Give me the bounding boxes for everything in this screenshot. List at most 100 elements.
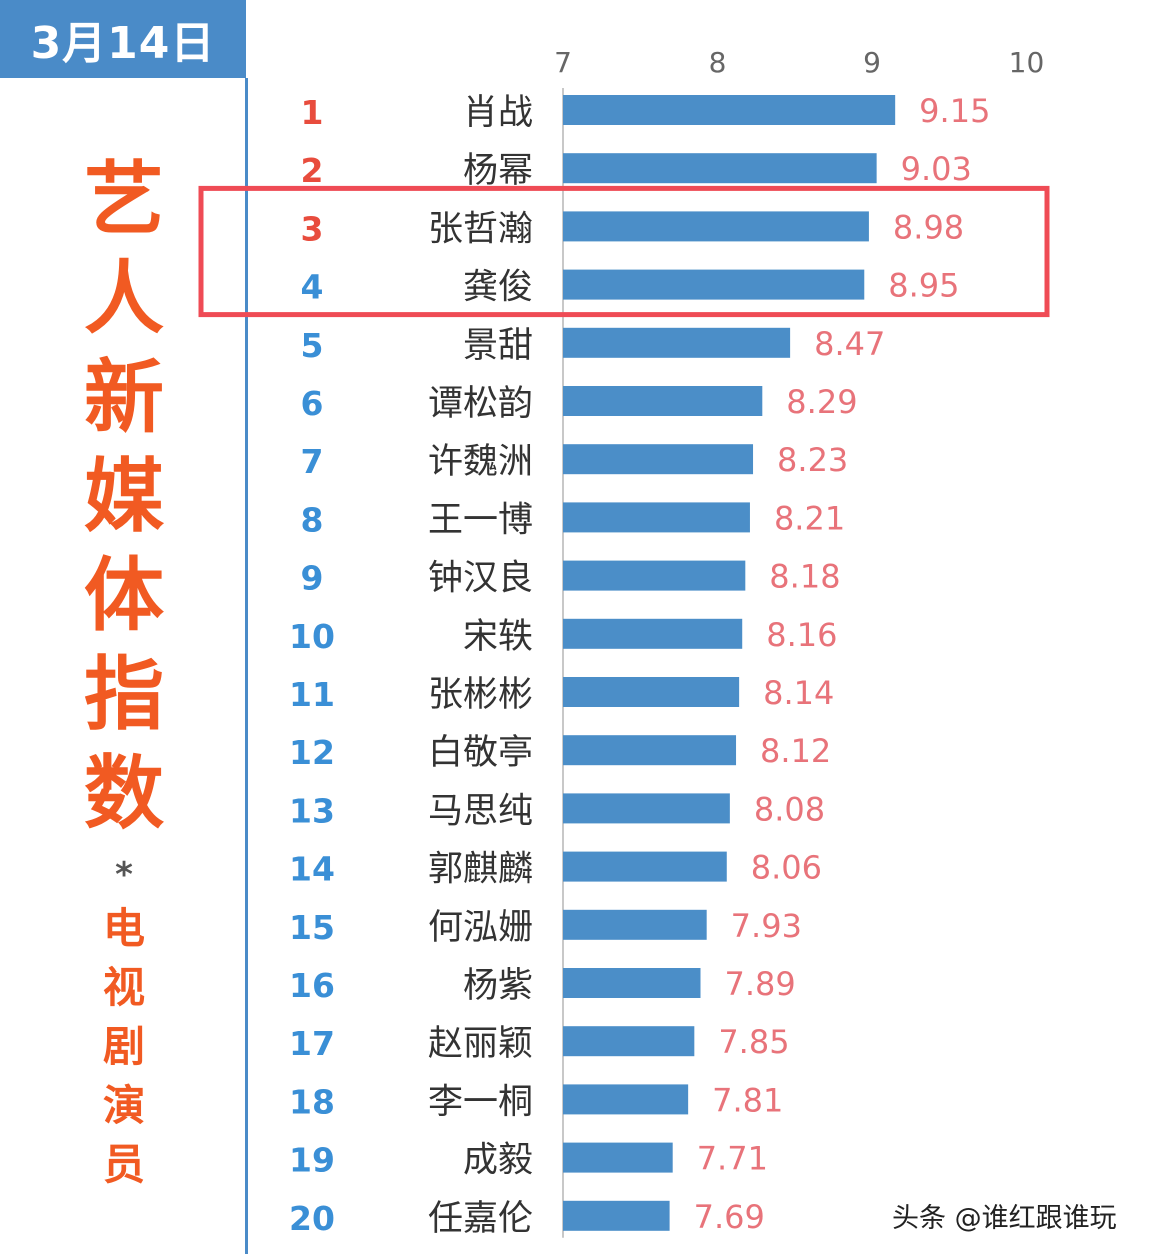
value-label: 7.69 bbox=[694, 1198, 765, 1236]
rank-label: 8 bbox=[301, 500, 324, 539]
rank-label: 18 bbox=[289, 1082, 335, 1121]
category-label: 成毅 bbox=[463, 1141, 533, 1181]
rank-label: 13 bbox=[289, 791, 335, 830]
bar bbox=[563, 560, 746, 591]
category-label: 李一桐 bbox=[428, 1082, 533, 1122]
bar bbox=[563, 327, 791, 358]
bar bbox=[563, 618, 743, 649]
value-label: 8.18 bbox=[769, 558, 840, 596]
title-char: 体 bbox=[84, 549, 164, 642]
bar bbox=[563, 444, 754, 475]
bar bbox=[563, 968, 701, 998]
category-label: 郭麒麟 bbox=[428, 850, 533, 890]
category-label: 肖战 bbox=[463, 93, 533, 133]
value-label: 9.15 bbox=[919, 92, 990, 130]
bar bbox=[563, 269, 865, 300]
category-label: 钟汉良 bbox=[428, 559, 533, 599]
bar bbox=[563, 1142, 673, 1173]
value-label: 7.89 bbox=[725, 965, 796, 1003]
rank-label: 17 bbox=[289, 1024, 335, 1063]
rank-label: 7 bbox=[301, 442, 324, 481]
value-label: 7.85 bbox=[718, 1023, 789, 1061]
rank-label: 15 bbox=[289, 908, 335, 947]
bar bbox=[563, 793, 730, 824]
date-badge: 3月14日 bbox=[0, 0, 246, 78]
title-char: 艺 bbox=[84, 153, 164, 246]
rank-label: 4 bbox=[301, 268, 324, 307]
bar bbox=[563, 1200, 670, 1231]
x-tick-label: 7 bbox=[554, 46, 572, 79]
rank-label: 20 bbox=[289, 1199, 335, 1238]
bar bbox=[563, 211, 869, 242]
title-char: 数 bbox=[84, 747, 164, 840]
rank-label: 14 bbox=[289, 850, 335, 889]
category-label: 马思纯 bbox=[428, 791, 533, 831]
subtitle-char: 员 bbox=[102, 1140, 145, 1189]
x-tick-label: 10 bbox=[1009, 46, 1045, 79]
value-label: 7.71 bbox=[697, 1140, 768, 1178]
category-label: 景甜 bbox=[463, 326, 533, 366]
value-label: 7.93 bbox=[731, 907, 802, 945]
category-label: 杨紫 bbox=[463, 966, 533, 1006]
subtitle-char: 电 bbox=[102, 904, 145, 953]
subtitle-char: 剧 bbox=[102, 1022, 145, 1071]
x-tick-label: 9 bbox=[863, 46, 881, 79]
value-label: 8.14 bbox=[763, 674, 834, 712]
bar bbox=[563, 153, 877, 184]
bar bbox=[563, 95, 896, 125]
rank-label: 1 bbox=[301, 93, 324, 132]
left-divider bbox=[245, 78, 248, 1254]
category-label: 张彬彬 bbox=[428, 675, 533, 715]
rank-label: 11 bbox=[289, 675, 335, 714]
value-label: 8.23 bbox=[777, 441, 848, 479]
bar bbox=[563, 502, 750, 533]
category-label: 任嘉伦 bbox=[428, 1199, 533, 1239]
bar bbox=[563, 677, 740, 707]
subtitle-char: 视 bbox=[102, 963, 145, 1012]
subtitle-char: 演 bbox=[102, 1081, 145, 1130]
rank-label: 5 bbox=[301, 326, 324, 365]
rank-label: 12 bbox=[289, 733, 335, 772]
category-label: 王一博 bbox=[428, 500, 533, 540]
rank-label: 6 bbox=[301, 384, 324, 423]
category-label: 白敬亭 bbox=[428, 733, 533, 773]
watermark: 头条 @谁红跟谁玩 bbox=[892, 1203, 1117, 1234]
value-label: 8.47 bbox=[814, 325, 885, 363]
rank-label: 19 bbox=[289, 1141, 335, 1180]
category-label: 张哲瀚 bbox=[428, 209, 533, 249]
vertical-title: 艺 人 新 媒 体 指 数 * 电 视 剧 演 员 bbox=[60, 150, 188, 1194]
x-tick-label: 8 bbox=[709, 46, 727, 79]
bar bbox=[563, 386, 763, 416]
category-label: 许魏洲 bbox=[428, 442, 533, 482]
title-asterisk: * bbox=[115, 855, 133, 895]
title-char: 新 bbox=[84, 351, 164, 444]
rank-label: 16 bbox=[289, 966, 335, 1005]
value-label: 7.81 bbox=[712, 1081, 783, 1119]
bar bbox=[563, 1026, 695, 1057]
bar bbox=[563, 1084, 689, 1115]
rank-label: 10 bbox=[289, 617, 335, 656]
category-label: 何泓姗 bbox=[428, 908, 533, 948]
rank-label: 9 bbox=[301, 559, 324, 598]
rank-label: 3 bbox=[301, 209, 324, 248]
category-label: 宋轶 bbox=[463, 617, 533, 657]
bar bbox=[563, 735, 737, 766]
value-label: 8.95 bbox=[888, 267, 959, 305]
title-char: 媒 bbox=[84, 450, 164, 543]
value-label: 8.12 bbox=[760, 732, 831, 770]
category-label: 龚俊 bbox=[463, 268, 533, 308]
bar bbox=[563, 909, 707, 940]
category-label: 杨幂 bbox=[463, 151, 533, 191]
value-label: 8.06 bbox=[751, 849, 822, 887]
value-label: 8.08 bbox=[754, 790, 825, 828]
value-label: 8.16 bbox=[766, 616, 837, 654]
value-label: 8.98 bbox=[893, 208, 964, 246]
highlight-box bbox=[198, 185, 1050, 318]
rank-label: 2 bbox=[301, 151, 324, 190]
title-char: 人 bbox=[84, 252, 164, 345]
title-char: 指 bbox=[84, 648, 164, 741]
value-label: 9.03 bbox=[901, 150, 972, 188]
bar bbox=[563, 851, 727, 882]
category-label: 赵丽颖 bbox=[428, 1024, 533, 1064]
